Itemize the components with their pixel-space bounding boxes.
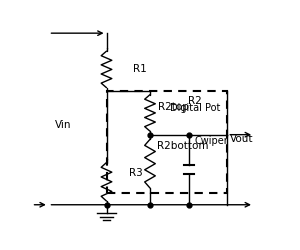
Bar [106,91,227,193]
Text: Cwiper: Cwiper [195,136,229,146]
Text: Vout: Vout [230,134,253,144]
Text: Vin: Vin [55,120,71,130]
Text: R2top: R2top [158,102,189,112]
Text: Digital Pot: Digital Pot [169,102,220,113]
Text: R2: R2 [188,96,202,106]
Text: R3: R3 [130,168,143,178]
Text: R1: R1 [133,64,147,74]
Text: R2bottom: R2bottom [157,140,209,150]
